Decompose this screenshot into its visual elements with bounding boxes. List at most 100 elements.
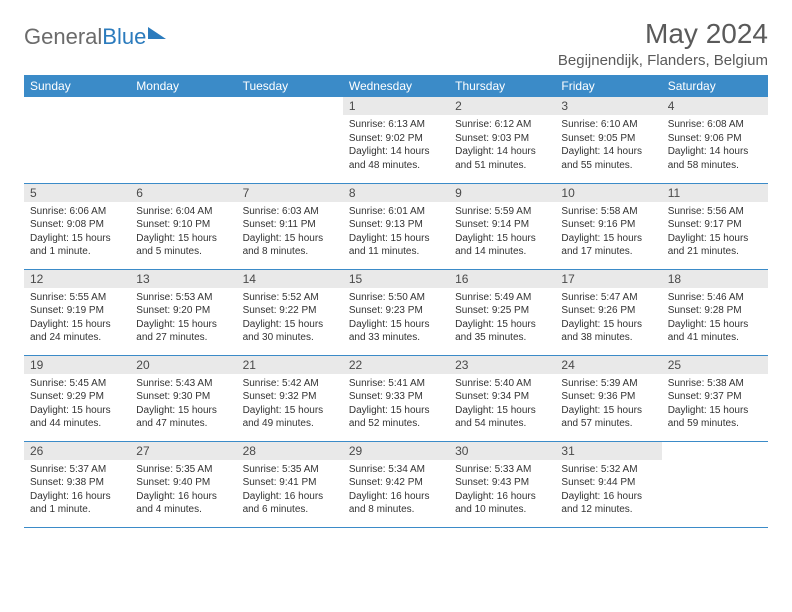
calendar-day-cell: 19Sunrise: 5:45 AMSunset: 9:29 PMDayligh… [24, 355, 130, 441]
sunset-text: Sunset: 9:08 PM [30, 218, 124, 232]
calendar-day-cell: 30Sunrise: 5:33 AMSunset: 9:43 PMDayligh… [449, 441, 555, 527]
day-number: 6 [130, 184, 236, 202]
sunset-text: Sunset: 9:17 PM [668, 218, 762, 232]
day-number: 8 [343, 184, 449, 202]
calendar-day-cell: 23Sunrise: 5:40 AMSunset: 9:34 PMDayligh… [449, 355, 555, 441]
sunset-text: Sunset: 9:06 PM [668, 132, 762, 146]
sunrise-text: Sunrise: 5:42 AM [243, 377, 337, 391]
sunset-text: Sunset: 9:40 PM [136, 476, 230, 490]
calendar-day-cell [24, 97, 130, 183]
sunrise-text: Sunrise: 5:59 AM [455, 205, 549, 219]
day-details: Sunrise: 5:50 AMSunset: 9:23 PMDaylight:… [343, 288, 449, 349]
sunset-text: Sunset: 9:37 PM [668, 390, 762, 404]
calendar-day-cell: 22Sunrise: 5:41 AMSunset: 9:33 PMDayligh… [343, 355, 449, 441]
calendar-day-cell: 10Sunrise: 5:58 AMSunset: 9:16 PMDayligh… [555, 183, 661, 269]
day-number: 10 [555, 184, 661, 202]
calendar-day-cell: 24Sunrise: 5:39 AMSunset: 9:36 PMDayligh… [555, 355, 661, 441]
daylight-text: Daylight: 15 hours and 27 minutes. [136, 318, 230, 345]
day-number: 17 [555, 270, 661, 288]
sunrise-text: Sunrise: 5:41 AM [349, 377, 443, 391]
sunset-text: Sunset: 9:05 PM [561, 132, 655, 146]
sunset-text: Sunset: 9:36 PM [561, 390, 655, 404]
sunset-text: Sunset: 9:41 PM [243, 476, 337, 490]
sunrise-text: Sunrise: 5:56 AM [668, 205, 762, 219]
sunset-text: Sunset: 9:25 PM [455, 304, 549, 318]
calendar-day-cell: 17Sunrise: 5:47 AMSunset: 9:26 PMDayligh… [555, 269, 661, 355]
sunset-text: Sunset: 9:34 PM [455, 390, 549, 404]
day-details: Sunrise: 5:58 AMSunset: 9:16 PMDaylight:… [555, 202, 661, 263]
calendar-day-cell: 26Sunrise: 5:37 AMSunset: 9:38 PMDayligh… [24, 441, 130, 527]
sunset-text: Sunset: 9:03 PM [455, 132, 549, 146]
sunset-text: Sunset: 9:20 PM [136, 304, 230, 318]
day-number: 7 [237, 184, 343, 202]
sunset-text: Sunset: 9:33 PM [349, 390, 443, 404]
logo: GeneralBlue [24, 24, 166, 50]
calendar-day-cell: 15Sunrise: 5:50 AMSunset: 9:23 PMDayligh… [343, 269, 449, 355]
sunrise-text: Sunrise: 6:12 AM [455, 118, 549, 132]
day-details: Sunrise: 6:03 AMSunset: 9:11 PMDaylight:… [237, 202, 343, 263]
daylight-text: Daylight: 16 hours and 1 minute. [30, 490, 124, 517]
sunset-text: Sunset: 9:13 PM [349, 218, 443, 232]
sunset-text: Sunset: 9:19 PM [30, 304, 124, 318]
day-number: 29 [343, 442, 449, 460]
sunrise-text: Sunrise: 6:01 AM [349, 205, 443, 219]
daylight-text: Daylight: 15 hours and 21 minutes. [668, 232, 762, 259]
daylight-text: Daylight: 14 hours and 55 minutes. [561, 145, 655, 172]
calendar-day-cell: 31Sunrise: 5:32 AMSunset: 9:44 PMDayligh… [555, 441, 661, 527]
sunrise-text: Sunrise: 6:04 AM [136, 205, 230, 219]
header: GeneralBlue May 2024 Begijnendijk, Fland… [24, 18, 768, 69]
day-number: 3 [555, 97, 661, 115]
sunset-text: Sunset: 9:22 PM [243, 304, 337, 318]
logo-triangle-icon [148, 27, 166, 39]
day-details: Sunrise: 6:10 AMSunset: 9:05 PMDaylight:… [555, 115, 661, 176]
day-details: Sunrise: 5:52 AMSunset: 9:22 PMDaylight:… [237, 288, 343, 349]
weekday-row: SundayMondayTuesdayWednesdayThursdayFrid… [24, 75, 768, 97]
weekday-header: Wednesday [343, 75, 449, 97]
month-title: May 2024 [558, 18, 768, 50]
calendar-day-cell: 11Sunrise: 5:56 AMSunset: 9:17 PMDayligh… [662, 183, 768, 269]
day-number: 23 [449, 356, 555, 374]
day-number: 9 [449, 184, 555, 202]
day-details: Sunrise: 6:08 AMSunset: 9:06 PMDaylight:… [662, 115, 768, 176]
sunset-text: Sunset: 9:14 PM [455, 218, 549, 232]
calendar-week-row: 26Sunrise: 5:37 AMSunset: 9:38 PMDayligh… [24, 441, 768, 527]
day-number: 26 [24, 442, 130, 460]
calendar-week-row: 5Sunrise: 6:06 AMSunset: 9:08 PMDaylight… [24, 183, 768, 269]
calendar-day-cell: 1Sunrise: 6:13 AMSunset: 9:02 PMDaylight… [343, 97, 449, 183]
day-details: Sunrise: 5:42 AMSunset: 9:32 PMDaylight:… [237, 374, 343, 435]
weekday-header: Friday [555, 75, 661, 97]
sunrise-text: Sunrise: 5:45 AM [30, 377, 124, 391]
sunrise-text: Sunrise: 6:06 AM [30, 205, 124, 219]
daylight-text: Daylight: 16 hours and 6 minutes. [243, 490, 337, 517]
sunrise-text: Sunrise: 5:35 AM [243, 463, 337, 477]
calendar-day-cell: 18Sunrise: 5:46 AMSunset: 9:28 PMDayligh… [662, 269, 768, 355]
sunrise-text: Sunrise: 5:38 AM [668, 377, 762, 391]
calendar-week-row: 1Sunrise: 6:13 AMSunset: 9:02 PMDaylight… [24, 97, 768, 183]
day-number: 27 [130, 442, 236, 460]
calendar-day-cell: 27Sunrise: 5:35 AMSunset: 9:40 PMDayligh… [130, 441, 236, 527]
sunset-text: Sunset: 9:29 PM [30, 390, 124, 404]
daylight-text: Daylight: 15 hours and 11 minutes. [349, 232, 443, 259]
daylight-text: Daylight: 15 hours and 52 minutes. [349, 404, 443, 431]
daylight-text: Daylight: 16 hours and 10 minutes. [455, 490, 549, 517]
calendar-week-row: 19Sunrise: 5:45 AMSunset: 9:29 PMDayligh… [24, 355, 768, 441]
sunset-text: Sunset: 9:10 PM [136, 218, 230, 232]
day-details: Sunrise: 5:32 AMSunset: 9:44 PMDaylight:… [555, 460, 661, 521]
daylight-text: Daylight: 15 hours and 1 minute. [30, 232, 124, 259]
logo-text-blue: Blue [102, 24, 146, 50]
day-number: 31 [555, 442, 661, 460]
daylight-text: Daylight: 15 hours and 17 minutes. [561, 232, 655, 259]
day-details: Sunrise: 5:45 AMSunset: 9:29 PMDaylight:… [24, 374, 130, 435]
calendar-day-cell: 4Sunrise: 6:08 AMSunset: 9:06 PMDaylight… [662, 97, 768, 183]
daylight-text: Daylight: 15 hours and 38 minutes. [561, 318, 655, 345]
day-number: 30 [449, 442, 555, 460]
weekday-header: Saturday [662, 75, 768, 97]
page: GeneralBlue May 2024 Begijnendijk, Fland… [0, 0, 792, 528]
weekday-header: Monday [130, 75, 236, 97]
sunrise-text: Sunrise: 6:13 AM [349, 118, 443, 132]
calendar-day-cell: 29Sunrise: 5:34 AMSunset: 9:42 PMDayligh… [343, 441, 449, 527]
day-details: Sunrise: 5:38 AMSunset: 9:37 PMDaylight:… [662, 374, 768, 435]
weekday-header: Tuesday [237, 75, 343, 97]
daylight-text: Daylight: 15 hours and 47 minutes. [136, 404, 230, 431]
logo-text-general: General [24, 24, 102, 50]
